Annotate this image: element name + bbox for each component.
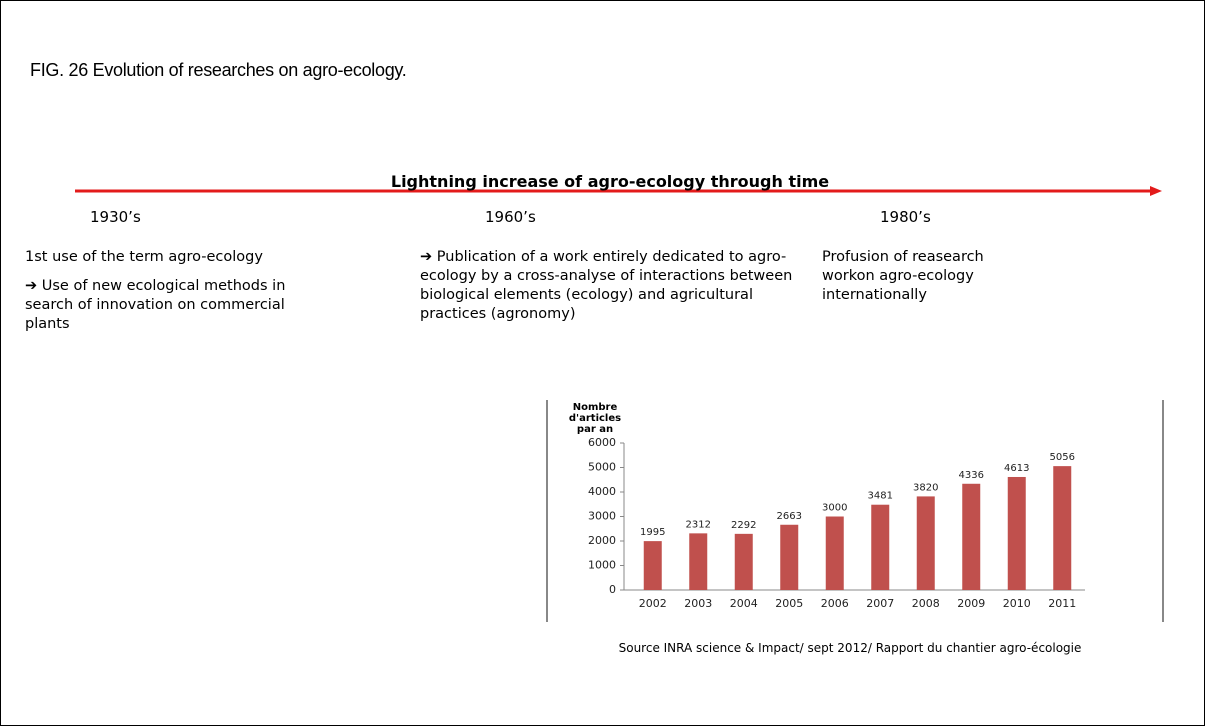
bar — [780, 524, 799, 590]
value-label: 2292 — [731, 520, 756, 531]
bar — [689, 533, 708, 590]
value-label: 4613 — [1004, 463, 1029, 474]
value-label: 3000 — [822, 503, 847, 514]
value-label: 2663 — [777, 511, 802, 522]
y-tick-label: 5000 — [588, 461, 616, 474]
x-tick-label: 2004 — [730, 597, 758, 610]
bar — [871, 504, 890, 590]
y-tick-label: 1000 — [588, 559, 616, 572]
value-label: 5056 — [1050, 452, 1075, 463]
x-tick-label: 2003 — [684, 597, 712, 610]
y-tick-label: 6000 — [588, 436, 616, 449]
x-tick-label: 2002 — [639, 597, 667, 610]
period-heading: 1980’s — [880, 208, 931, 226]
y-tick-label: 0 — [609, 583, 616, 596]
y-tick-label: 4000 — [588, 485, 616, 498]
value-label: 3820 — [913, 482, 938, 493]
y-tick-label: 2000 — [588, 534, 616, 547]
bar — [643, 541, 662, 590]
bar — [825, 516, 844, 590]
x-tick-label: 2009 — [957, 597, 985, 610]
timeline-title: Lightning increase of agro-ecology throu… — [390, 172, 830, 191]
paragraph: Profusion of reasearch workon agro-ecolo… — [822, 249, 984, 303]
bar — [734, 533, 753, 590]
value-label: 3481 — [868, 491, 893, 502]
period-heading: 1960’s — [485, 208, 536, 226]
y-axis-label: Nombre d'articles par an — [568, 402, 622, 435]
y-tick-label: 3000 — [588, 510, 616, 523]
period-text: Profusion of reasearch workon agro-ecolo… — [822, 248, 1042, 315]
bar — [916, 496, 935, 590]
x-tick-label: 2007 — [866, 597, 894, 610]
value-label: 1995 — [640, 527, 665, 538]
source: Source INRA science & Impact/ sept 2012/… — [618, 641, 1082, 655]
x-tick-label: 2008 — [912, 597, 940, 610]
caption: FIG. 26 Evolution of researches on agro-… — [30, 60, 407, 80]
value-label: 4336 — [959, 470, 984, 481]
paragraph: ➔ Publication of a work entirely dedicat… — [420, 249, 793, 322]
period-text: 1st use of the term agro-ecology ➔ Use o… — [25, 248, 335, 344]
period-heading: 1930’s — [90, 208, 141, 226]
bar — [962, 483, 981, 590]
x-tick-label: 2011 — [1048, 597, 1076, 610]
paragraph: 1st use of the term agro-ecology — [25, 249, 263, 265]
paragraph: ➔ Use of new ecological methods in searc… — [25, 278, 286, 332]
bar — [1007, 476, 1026, 590]
x-tick-label: 2006 — [821, 597, 849, 610]
x-tick-label: 2010 — [1003, 597, 1031, 610]
arrow-head — [1150, 186, 1162, 196]
period-text: ➔ Publication of a work entirely dedicat… — [420, 248, 800, 334]
bar — [1053, 466, 1072, 590]
x-tick-label: 2005 — [775, 597, 803, 610]
value-label: 2312 — [686, 519, 711, 530]
